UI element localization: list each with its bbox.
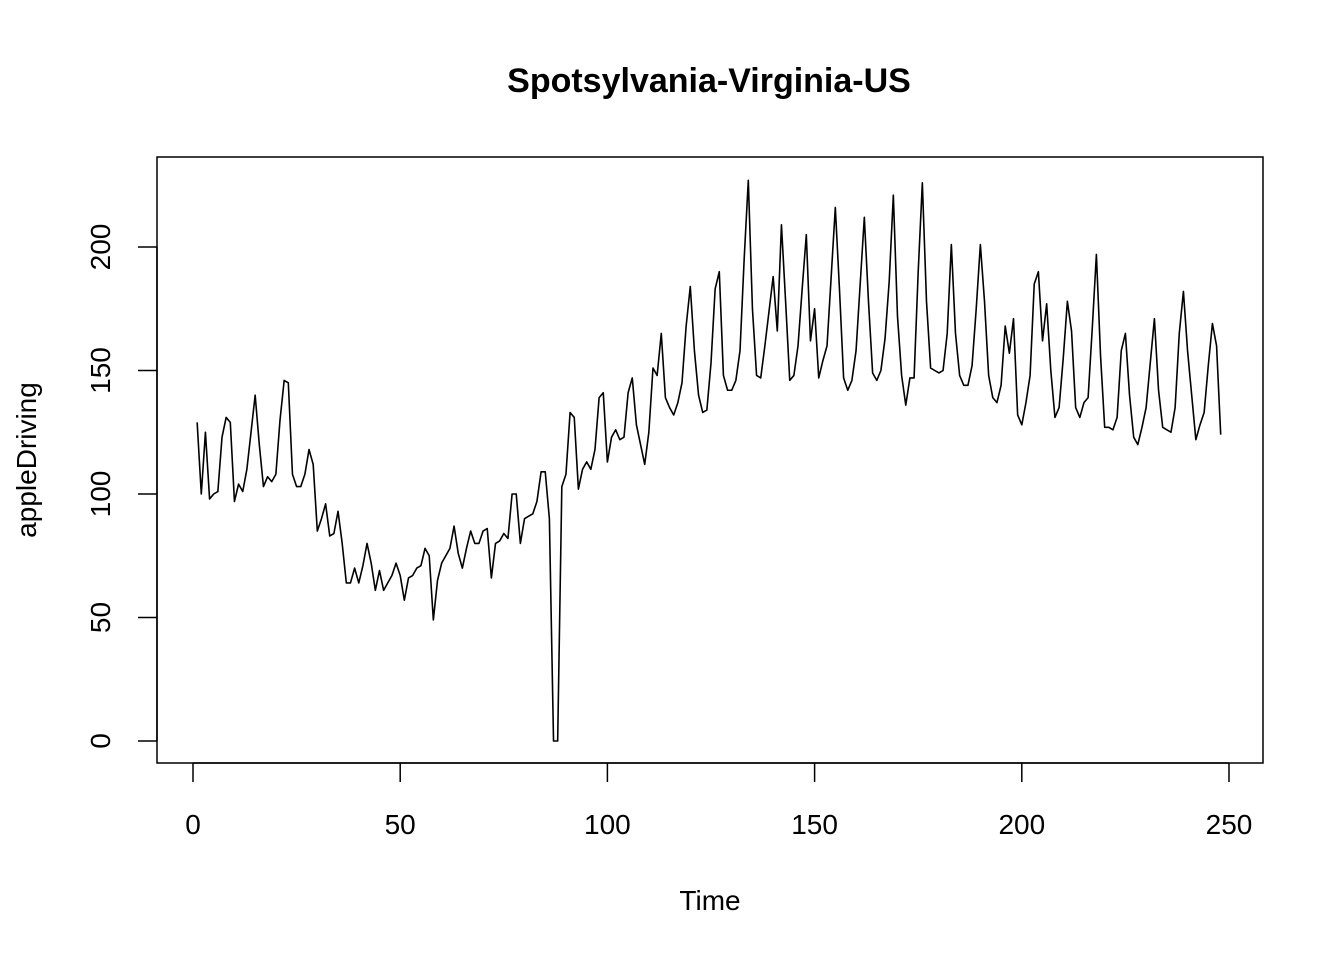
y-tick-label: 200 bbox=[85, 224, 116, 271]
x-tick-label: 100 bbox=[584, 809, 631, 840]
chart-title: Spotsylvania-Virginia-US bbox=[507, 62, 911, 100]
x-tick-label: 0 bbox=[185, 809, 201, 840]
x-axis: 0 50 100 150 200 250 bbox=[185, 762, 1253, 840]
series-line-appledriving bbox=[196, 179, 1222, 742]
x-tick-label: 150 bbox=[791, 809, 838, 840]
x-axis-label: Time bbox=[679, 885, 740, 916]
plot-frame bbox=[156, 156, 1264, 764]
y-tick-label: 100 bbox=[85, 471, 116, 518]
y-axis: 0 50 100 150 200 bbox=[85, 224, 158, 749]
x-tick-label: 200 bbox=[998, 809, 1045, 840]
x-tick-label: 50 bbox=[385, 809, 416, 840]
y-tick-label: 50 bbox=[85, 602, 116, 633]
y-tick-label: 0 bbox=[85, 733, 116, 749]
x-tick-label: 250 bbox=[1206, 809, 1253, 840]
y-tick-label: 150 bbox=[85, 347, 116, 394]
y-axis-label: appleDriving bbox=[11, 382, 42, 538]
